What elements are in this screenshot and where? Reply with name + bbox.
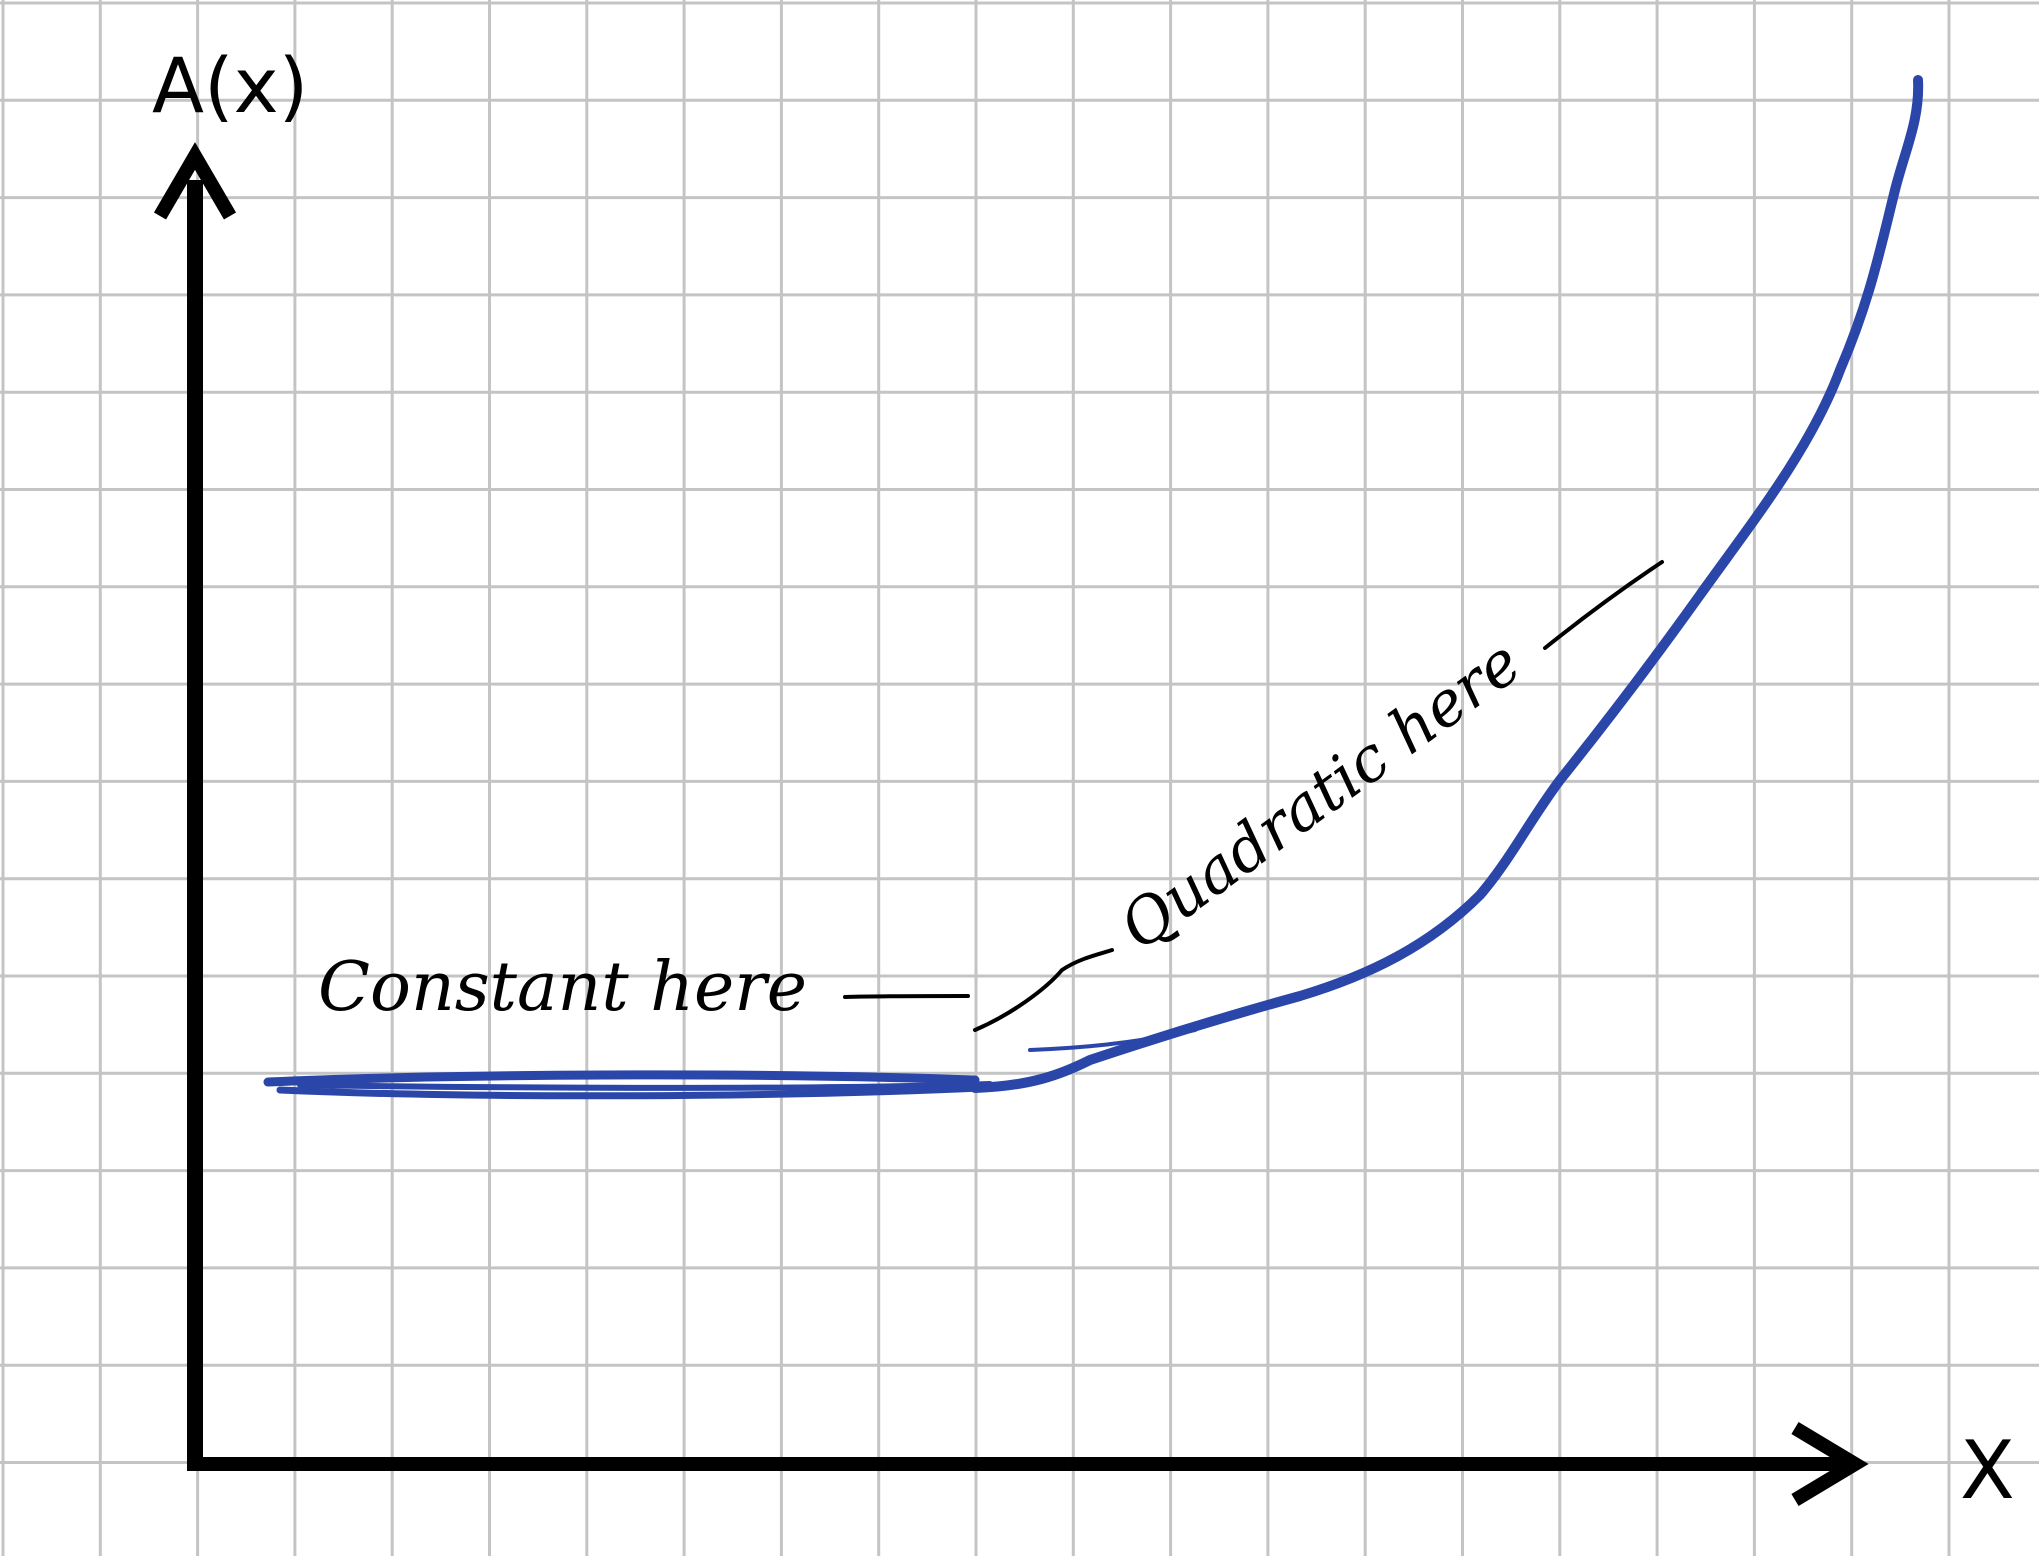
quadratic-leader-line-upper [1543,560,1664,650]
y-axis-arrowhead [153,142,237,220]
x-axis-arrowhead [1791,1421,1869,1507]
quadratic-segment [970,75,1924,1093]
constant-leader-line [843,994,970,999]
function-curve [263,75,1924,1100]
annotations: Constant here Quadratic here [318,560,1664,1032]
transition-stroke [1028,1028,1197,1052]
x-axis-label: X [1960,1424,2015,1517]
constant-segment [263,1070,980,1087]
y-axis-label: A(x) [152,41,308,130]
axes [153,142,1869,1507]
quadratic-leader-line-lower [973,948,1114,1032]
constant-segment-stroke-2 [276,1084,984,1100]
constant-annotation: Constant here [318,948,807,1027]
constant-segment-stroke-3 [297,1081,993,1091]
